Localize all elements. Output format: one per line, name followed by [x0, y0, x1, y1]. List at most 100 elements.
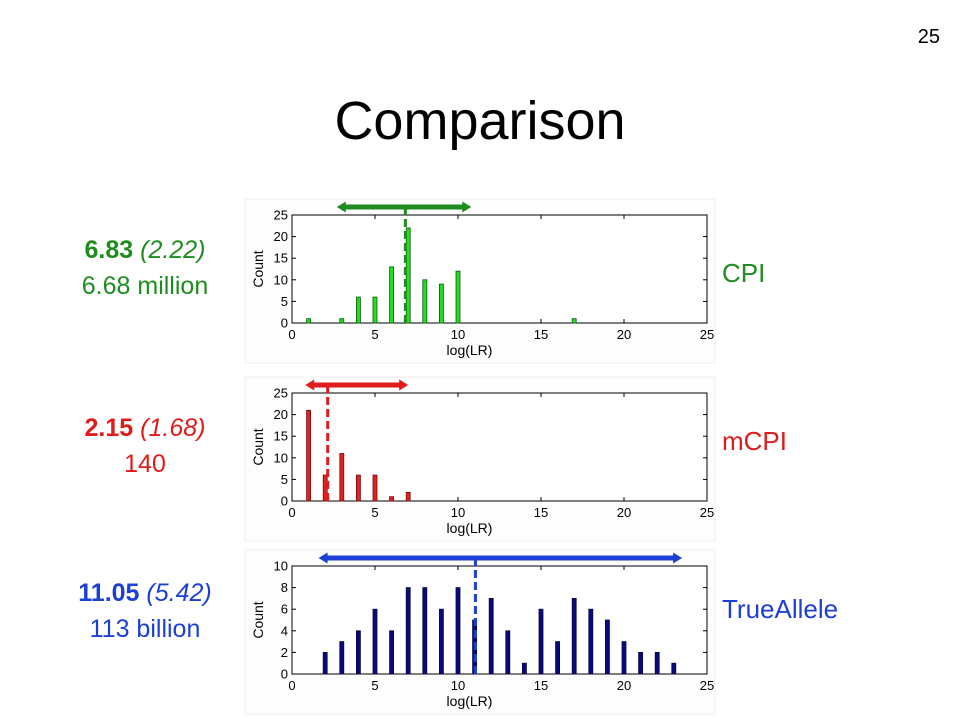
range-arrow-head-right [462, 201, 472, 213]
histogram-bar [405, 491, 411, 502]
y-axis-label: Count [250, 601, 266, 638]
histogram-bar [339, 318, 345, 324]
histogram-bar [389, 630, 395, 675]
histogram-bar [438, 608, 444, 675]
histogram-bar [521, 662, 527, 675]
plot-frame [291, 214, 708, 324]
histogram-bar [306, 318, 311, 324]
histogram-bar [571, 598, 577, 675]
histogram-bar [372, 474, 378, 502]
stat-line-1: 6.83 (2.22) [25, 232, 265, 268]
histogram-bar [438, 283, 444, 324]
y-tick-label: 2 [281, 645, 288, 660]
stat-block-trueallele: 11.05 (5.42) 113 billion [25, 575, 265, 647]
y-tick-label: 25 [274, 386, 288, 401]
lr-value: 140 [124, 450, 166, 478]
sd-value: (1.68) [140, 414, 206, 442]
y-tick-label: 5 [281, 472, 288, 487]
range-arrow-head-left [305, 379, 315, 391]
x-tick-label: 0 [288, 327, 295, 342]
histogram-bar [356, 630, 361, 675]
histogram-bar [372, 296, 378, 324]
histogram-bar [356, 296, 361, 324]
range-arrow-head-right [399, 379, 409, 391]
y-tick-label: 5 [281, 294, 288, 309]
y-tick-label: 10 [274, 559, 288, 574]
histogram-bar [604, 619, 610, 675]
histogram-bar [455, 587, 461, 675]
x-tick-label: 0 [288, 505, 295, 520]
y-axis-label: Count [250, 428, 266, 465]
mean-value: 6.83 [84, 236, 134, 264]
y-tick-label: 6 [281, 602, 288, 617]
y-tick-label: 4 [281, 623, 288, 638]
page-number: 25 [917, 26, 940, 48]
x-axis-label: log(LR) [447, 520, 493, 536]
stat-line-1: 2.15 (1.68) [25, 410, 265, 446]
x-tick-label: 20 [617, 327, 631, 342]
y-tick-label: 0 [281, 667, 288, 682]
x-tick-label: 10 [451, 505, 465, 520]
slide-title: Comparison [334, 91, 626, 151]
y-tick-label: 0 [281, 494, 288, 509]
x-tick-label: 10 [451, 678, 465, 693]
plot-frame [291, 392, 708, 502]
x-tick-label: 20 [617, 678, 631, 693]
range-arrow-head-left [336, 201, 346, 213]
histogram-bar [488, 598, 494, 675]
histogram-bar [422, 279, 428, 324]
histogram-bar [671, 662, 677, 675]
x-tick-label: 5 [371, 505, 378, 520]
x-tick-label: 20 [617, 505, 631, 520]
histogram-bar [322, 652, 328, 675]
y-tick-label: 20 [274, 407, 288, 422]
lr-value: 113 billion [89, 615, 201, 643]
method-label-mcpi: mCPI [722, 426, 787, 456]
histogram-bar [339, 641, 345, 675]
y-tick-label: 8 [281, 580, 288, 595]
sd-value: (5.42) [146, 579, 212, 607]
histogram-bar [638, 652, 644, 675]
histogram-bar [405, 227, 411, 324]
histogram-bar [339, 453, 345, 502]
mean-value: 11.05 [78, 579, 140, 607]
x-tick-label: 5 [371, 327, 378, 342]
histogram-bar [455, 270, 461, 324]
mean-value: 2.15 [84, 414, 134, 442]
histogram-bar [372, 608, 378, 675]
lr-value: 6.68 million [81, 272, 209, 300]
x-tick-label: 25 [700, 505, 714, 520]
y-tick-label: 10 [274, 272, 288, 287]
y-tick-label: 15 [274, 251, 288, 266]
x-axis-label: log(LR) [447, 693, 493, 709]
plot-frame [291, 565, 708, 675]
x-tick-label: 15 [534, 327, 548, 342]
histogram-cpi: 0 5 10 15 20 25 0 5 10 15 20 25 log(LR) Count [244, 198, 716, 364]
stat-line-1: 11.05 (5.42) [25, 575, 265, 611]
x-tick-label: 15 [534, 505, 548, 520]
x-axis-label: log(LR) [447, 342, 493, 358]
x-tick-label: 25 [700, 678, 714, 693]
y-tick-label: 20 [274, 229, 288, 244]
histogram-bar [356, 474, 361, 502]
histogram-bar [389, 496, 395, 502]
x-tick-label: 10 [451, 327, 465, 342]
stat-block-cpi: 6.83 (2.22) 6.68 million [25, 232, 265, 304]
histogram-bar [422, 587, 428, 675]
y-tick-label: 0 [281, 316, 288, 331]
y-axis-label: Count [250, 250, 266, 287]
histogram-mcpi: 0 5 10 15 20 25 0 5 10 15 20 25 log(LR) Count [244, 376, 716, 542]
method-label-cpi: CPI [722, 258, 766, 288]
histogram-bar [621, 641, 627, 675]
method-label-trueallele: TrueAllele [722, 594, 839, 624]
histogram-bar [571, 318, 577, 324]
y-tick-label: 25 [274, 208, 288, 223]
range-arrow-head-left [318, 552, 328, 564]
histogram-bar [405, 587, 411, 675]
stat-block-mcpi: 2.15 (1.68) 140 [25, 410, 265, 482]
sd-value: (2.22) [140, 236, 206, 264]
y-tick-label: 10 [274, 450, 288, 465]
x-tick-label: 15 [534, 678, 548, 693]
y-tick-label: 15 [274, 429, 288, 444]
histogram-bar [654, 652, 660, 675]
